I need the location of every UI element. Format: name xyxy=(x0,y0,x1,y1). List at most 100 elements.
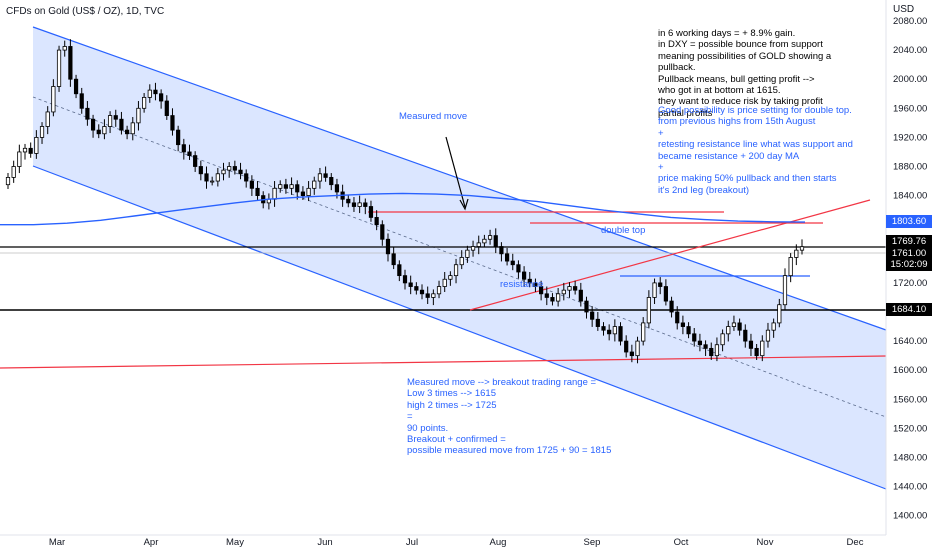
candle-body xyxy=(646,297,651,324)
annotation-top-right[interactable]: in 6 working days = + 8.9% gain. in DXY … xyxy=(658,28,832,119)
candle-body xyxy=(595,318,600,327)
candle-body xyxy=(782,275,788,306)
candle-body xyxy=(408,282,413,287)
candle-body xyxy=(79,93,84,109)
candle-body xyxy=(794,249,799,258)
time-tick-label: Mar xyxy=(49,537,65,548)
candle-body xyxy=(504,253,510,262)
candle-body xyxy=(5,177,11,186)
candle-body xyxy=(39,126,45,138)
candle-body xyxy=(130,122,135,135)
candlesticks xyxy=(5,39,805,364)
candle-body xyxy=(62,46,67,51)
price-tag: 1803.60 xyxy=(886,215,932,228)
candle-body xyxy=(590,311,595,320)
price-tick-label: 2040.00 xyxy=(893,45,927,56)
candle-body xyxy=(170,115,175,131)
candle-body xyxy=(720,333,725,346)
candle-body xyxy=(215,173,220,182)
time-tick-label: Apr xyxy=(144,537,159,548)
candle-body xyxy=(652,282,657,298)
candle-body xyxy=(346,198,351,204)
double-top-label[interactable]: double top xyxy=(601,225,646,236)
candle-body xyxy=(482,238,487,244)
chart-title: CFDs on Gold (US$ / OZ), 1D, TVC xyxy=(6,6,165,17)
price-tick-label: 1440.00 xyxy=(893,482,927,493)
candle-body xyxy=(760,340,765,357)
price-tick-label: 1600.00 xyxy=(893,365,927,376)
candle-body xyxy=(402,275,408,284)
candle-body xyxy=(607,329,612,335)
candle-body xyxy=(385,238,391,255)
price-tick-label: 1960.00 xyxy=(893,103,927,114)
price-tick-label: 1560.00 xyxy=(893,394,927,405)
candle-body xyxy=(249,180,254,189)
measured-move-title[interactable]: Measured move xyxy=(399,111,468,122)
candle-body xyxy=(493,235,498,247)
candle-body xyxy=(584,300,589,313)
channel-fill xyxy=(33,27,886,489)
candle-body xyxy=(96,129,101,135)
candle-body xyxy=(567,286,572,291)
ma-200-line xyxy=(0,192,806,226)
candle-body xyxy=(771,322,776,331)
candle-body xyxy=(300,191,306,196)
candle-body xyxy=(119,118,124,131)
time-tick-label: Sep xyxy=(584,537,601,548)
candle-body xyxy=(714,344,720,357)
candle-body xyxy=(210,180,215,183)
candle-body xyxy=(669,300,674,313)
price-tick-label: 1400.00 xyxy=(893,511,927,522)
candle-body xyxy=(278,184,283,189)
price-tick-label: 1720.00 xyxy=(893,278,927,289)
candle-body xyxy=(147,89,152,98)
candle-body xyxy=(56,49,62,87)
annotation-measured-move[interactable]: Measured move --> breakout trading range… xyxy=(407,377,612,457)
candle-body xyxy=(232,166,237,171)
trend-lines xyxy=(0,136,887,369)
candle-body xyxy=(374,217,379,226)
candle-body xyxy=(686,326,691,335)
candle-body xyxy=(176,129,181,146)
candle-body xyxy=(754,347,759,357)
candle-body xyxy=(51,86,56,113)
candle-body xyxy=(419,289,425,295)
moving-average-200 xyxy=(0,192,806,226)
candle-body xyxy=(306,187,311,196)
time-tick-label: Dec xyxy=(847,537,864,548)
candle-body xyxy=(680,322,686,327)
price-tag: 1769.76 xyxy=(886,235,932,248)
candle-body xyxy=(363,202,368,207)
candle-body xyxy=(113,115,118,120)
candle-body xyxy=(550,297,555,302)
candle-body xyxy=(799,246,805,251)
annotation-double-top[interactable]: Good possibility is price setting for do… xyxy=(658,105,853,196)
candle-body xyxy=(204,173,209,182)
candle-body xyxy=(658,282,663,287)
candle-body xyxy=(516,264,521,273)
price-tick-label: 1640.00 xyxy=(893,336,927,347)
candle-body xyxy=(431,293,436,298)
channel-upper-line xyxy=(32,26,887,331)
candle-body xyxy=(533,282,538,287)
candle-body xyxy=(709,347,714,357)
candle-body xyxy=(295,184,300,193)
candle-body xyxy=(726,326,731,335)
candle-body xyxy=(697,340,703,346)
candle-body xyxy=(539,286,544,295)
candle-body xyxy=(544,293,549,298)
candle-body xyxy=(334,184,340,193)
candle-body xyxy=(22,147,28,153)
time-tick-label: Jun xyxy=(317,537,332,548)
candle-body xyxy=(465,249,470,258)
resistance-label[interactable]: resistance xyxy=(500,279,544,290)
candle-body xyxy=(238,169,243,175)
price-tick-label: 1920.00 xyxy=(893,132,927,143)
candle-body xyxy=(521,271,527,280)
candle-body xyxy=(601,326,606,331)
candle-body xyxy=(11,166,16,178)
price-tick-label: 1520.00 xyxy=(893,423,927,434)
candle-body xyxy=(227,166,232,171)
time-tick-label: Oct xyxy=(674,537,689,548)
